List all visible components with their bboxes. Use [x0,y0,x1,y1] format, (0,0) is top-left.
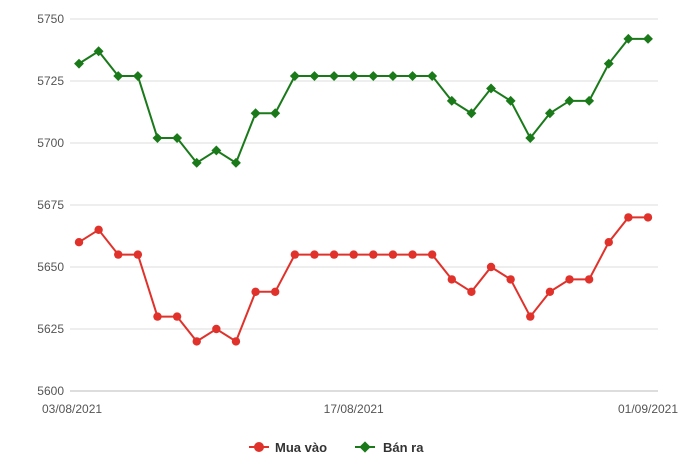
x-tick-label: 01/09/2021 [618,402,678,416]
data-point[interactable] [467,287,476,296]
data-point[interactable] [172,133,183,143]
series-buy [74,213,653,346]
data-point[interactable] [153,312,162,321]
data-point[interactable] [643,33,653,44]
data-point[interactable] [564,95,575,106]
y-tick-label: 5600 [37,384,64,398]
data-point[interactable] [408,250,417,259]
data-point[interactable] [113,71,124,81]
data-point[interactable] [212,324,221,334]
data-point[interactable] [290,250,300,259]
x-tick-label: 17/08/2021 [324,402,384,416]
data-point[interactable] [388,250,398,259]
data-point[interactable] [349,250,358,259]
data-point[interactable] [152,133,163,143]
data-point[interactable] [545,287,555,296]
data-point[interactable] [231,157,241,168]
data-point[interactable] [94,225,103,234]
data-point[interactable] [506,275,515,284]
data-point[interactable] [603,58,614,69]
data-point[interactable] [309,71,320,81]
data-point[interactable] [427,250,437,259]
y-tick-label: 5625 [37,322,64,336]
data-point[interactable] [271,287,280,296]
legend-item-buy[interactable]: Mua vào [249,440,327,455]
data-point[interactable] [132,71,143,81]
grid-lines [70,18,658,392]
data-point[interactable] [369,250,378,259]
data-point[interactable] [565,275,574,284]
x-axis-ticks: 03/08/2021 17/08/2021 01/09/2021 [42,402,678,416]
data-point[interactable] [584,95,595,106]
data-point[interactable] [525,133,536,143]
y-tick-label: 5750 [37,12,64,26]
y-tick-label: 5675 [37,198,64,212]
data-point[interactable] [544,108,555,119]
x-tick-label: 03/08/2021 [42,402,102,416]
data-point[interactable] [486,262,496,272]
data-point[interactable] [407,71,418,81]
data-point[interactable] [74,58,84,69]
data-point[interactable] [74,238,84,247]
data-point[interactable] [289,71,300,81]
y-tick-label: 5725 [37,74,64,88]
data-point[interactable] [172,312,182,321]
data-point[interactable] [191,157,202,168]
data-point[interactable] [329,250,339,259]
data-point[interactable] [624,213,633,222]
legend-item-sell[interactable]: Bán ra [355,440,424,455]
data-point[interactable] [387,71,398,81]
data-point[interactable] [348,71,359,81]
legend: Mua vào Bán ra [249,440,424,455]
legend-sell-marker [359,441,371,453]
series-sell [74,33,653,168]
data-point[interactable] [368,71,379,81]
data-point[interactable] [526,312,535,321]
data-point[interactable] [250,108,261,119]
series-line [78,37,648,165]
legend-sell-label: Bán ra [383,440,424,455]
y-axis-ticks: 5600 5625 5650 5675 5700 5725 5750 [37,12,64,398]
data-point[interactable] [643,213,653,222]
y-tick-label: 5700 [37,136,64,150]
y-tick-label: 5650 [37,260,64,274]
data-point[interactable] [270,108,281,119]
data-point[interactable] [231,337,241,346]
data-point[interactable] [192,337,201,346]
data-point[interactable] [604,238,613,247]
data-point[interactable] [133,250,143,259]
data-point[interactable] [114,250,123,259]
data-point[interactable] [310,250,319,259]
data-point[interactable] [623,33,634,44]
legend-buy-marker [254,442,264,452]
data-point[interactable] [447,275,456,284]
data-point[interactable] [251,287,260,296]
data-point[interactable] [584,275,594,284]
data-point[interactable] [211,145,222,156]
legend-buy-label: Mua vào [275,440,327,455]
data-point[interactable] [329,71,340,81]
series-line [78,216,648,343]
data-point[interactable] [93,46,104,57]
data-point[interactable] [505,95,516,106]
